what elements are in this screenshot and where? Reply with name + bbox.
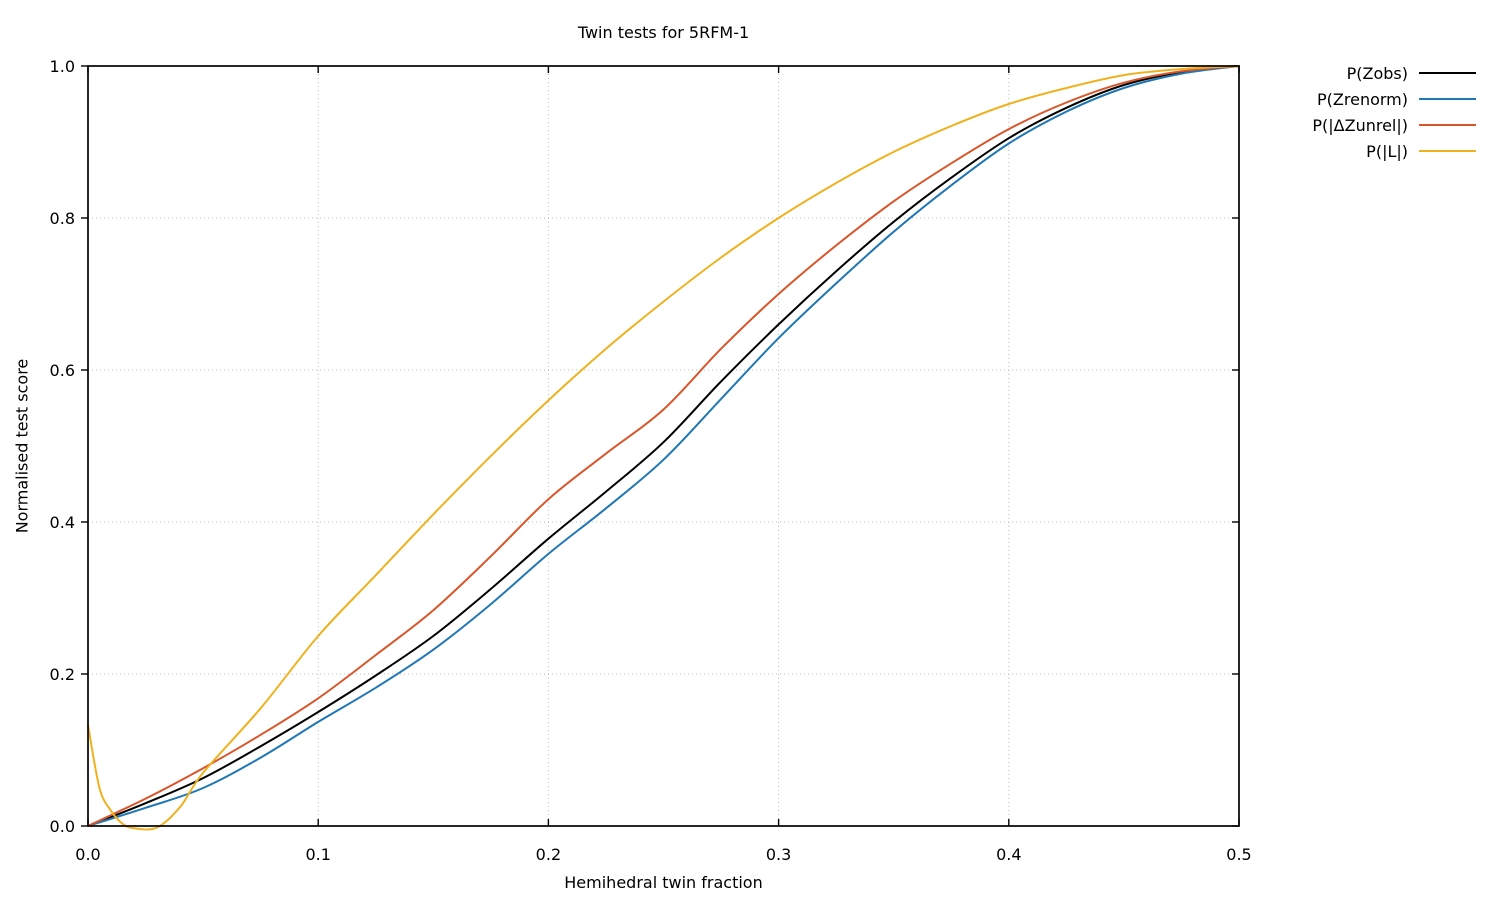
legend-line-swatch	[1419, 72, 1476, 74]
x-tick-label: 0.3	[766, 845, 791, 864]
y-tick-label: 0.4	[50, 513, 75, 532]
x-tick-label: 0.5	[1226, 845, 1251, 864]
y-tick-label: 0.6	[50, 361, 75, 380]
x-tick-label: 0.4	[996, 845, 1021, 864]
y-tick-label: 0.8	[50, 209, 75, 228]
legend-label: P(Zrenorm)	[1317, 89, 1408, 109]
legend-item: P(|ΔZunrel|)	[1312, 112, 1476, 138]
curve-P(Zrenorm)	[87, 65, 1240, 827]
legend-item: P(|L|)	[1312, 138, 1476, 164]
legend-line-swatch	[1419, 150, 1476, 152]
gridlines	[88, 66, 1239, 826]
tick-labels: 0.0 0.1 0.2 0.3 0.4 0.5 0.0 0.2 0.4 0.6 0.8 1.0	[50, 57, 1252, 864]
legend: P(Zobs) P(Zrenorm) P(|ΔZunrel|) P(|L|)	[1312, 60, 1476, 164]
y-tick-label: 0.0	[50, 817, 75, 836]
x-tick-label: 0.1	[305, 845, 330, 864]
legend-label: P(|L|)	[1366, 141, 1408, 161]
legend-item: P(Zobs)	[1312, 60, 1476, 86]
y-tick-label: 0.2	[50, 665, 75, 684]
legend-label: P(|ΔZunrel|)	[1312, 115, 1408, 135]
curve-P(Zobs)	[87, 65, 1240, 827]
legend-line-swatch	[1419, 98, 1476, 100]
legend-line-swatch	[1419, 124, 1476, 126]
data-curves	[87, 65, 1240, 831]
x-tick-label: 0.0	[75, 845, 100, 864]
legend-label: P(Zobs)	[1346, 63, 1408, 83]
y-axis-label: Normalised test score	[12, 358, 32, 534]
curve-P(|L|)	[87, 65, 1240, 831]
plot-frame	[87, 65, 1240, 827]
x-axis-label: Hemihedral twin fraction	[564, 873, 763, 892]
legend-item: P(Zrenorm)	[1312, 86, 1476, 112]
chart-title: Twin tests for 5RFM-1	[577, 23, 750, 42]
curve-P(|ΔZunrel|)	[87, 65, 1240, 827]
y-tick-label: 1.0	[50, 57, 75, 76]
x-tick-label: 0.2	[536, 845, 561, 864]
